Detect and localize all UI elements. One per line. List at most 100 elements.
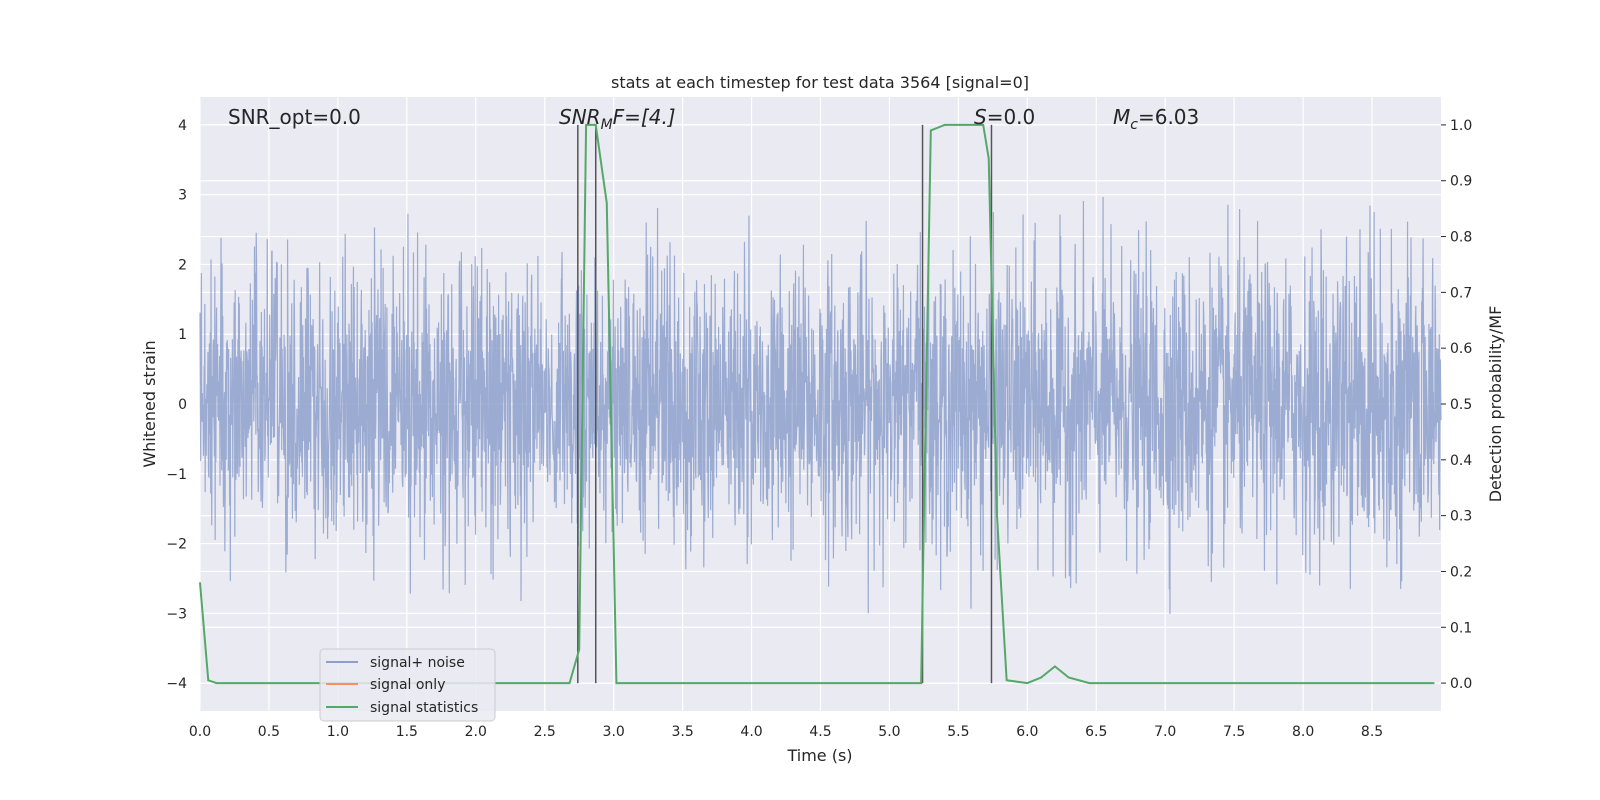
annotation-mc: Mc=6.03 [1113,105,1199,133]
y-tick-label-right-7: 0.7 [1450,285,1472,301]
y-tick-label-left-7: 3 [178,188,187,204]
x-tick-label-13: 6.5 [1085,724,1107,740]
statistics-point-22 [944,124,946,126]
statistics-point-24 [982,124,984,126]
y-tick-label-left-6: 2 [178,257,187,273]
statistics-point-23 [964,124,966,126]
x-tick-label-12: 6.0 [1016,724,1038,740]
annotation-mc-main: M [1113,105,1130,129]
x-tick-label-15: 7.5 [1223,724,1245,740]
statistics-point-8 [568,682,571,684]
annotation-s-main: S [974,105,987,129]
statistics-point-25 [988,157,990,159]
statistics-point-31 [1068,676,1070,679]
statistics-point-30 [1054,665,1056,667]
annotation-s: S=0.0 [974,105,1035,129]
noise-line [199,196,1442,614]
annotation-mc-sub: c [1130,117,1138,133]
y-tick-label-left-8: 4 [178,118,187,134]
x-tick-label-1: 0.5 [258,724,280,740]
y-tick-label-left-4: 0 [178,397,187,413]
statistics-point-9 [578,649,580,651]
statistics-point-0 [199,582,201,584]
statistics-point-20 [923,515,925,517]
statistics-point-37 [1433,682,1435,684]
statistics-point-17 [819,682,822,684]
x-tick-label-10: 5.0 [878,724,900,740]
legend-label-statistics: signal statistics [370,700,478,716]
x-tick-label-9: 4.5 [809,724,831,740]
y-tick-label-left-5: 1 [178,327,187,343]
y-tick-label-right-6: 0.6 [1450,341,1472,357]
y-tick-label-right-9: 0.9 [1450,174,1472,190]
statistics-point-3 [268,682,270,684]
annotation-s-rest: =0.0 [987,105,1036,129]
x-tick-label-0: 0.0 [189,724,211,740]
y-tick-label-left-2: −2 [166,537,187,553]
x-tick-label-3: 1.5 [396,724,418,740]
y-tick-label-right-3: 0.3 [1450,509,1472,525]
legend-label-noise: signal+ noise [370,655,465,671]
statistics-point-15 [682,682,684,684]
statistics-point-36 [1371,682,1373,684]
statistics-point-14 [626,682,629,684]
y-tick-label-right-0: 0.0 [1450,676,1472,692]
statistics-point-32 [1088,682,1090,684]
annotation-snr-opt: SNR_opt=0.0 [228,105,361,129]
x-tick-label-6: 3.0 [603,724,625,740]
x-tick-label-5: 2.5 [534,724,556,740]
y-tick-label-left-1: −3 [166,606,187,622]
x-axis-label: Time (s) [786,746,852,765]
statistics-point-26 [996,515,998,517]
x-tick-label-7: 3.5 [671,724,693,740]
y-tick-label-right-5: 0.5 [1450,397,1472,413]
y-axis-label-left: Whitened strain [140,340,159,467]
y-tick-label-right-10: 1.0 [1450,118,1472,134]
y-tick-label-left-3: −1 [166,467,187,483]
x-tick-label-2: 1.0 [327,724,349,740]
statistics-point-7 [544,682,546,684]
legend-label-signal: signal only [370,677,445,693]
statistics-point-12 [606,202,608,204]
x-tick-label-17: 8.5 [1361,724,1383,740]
y-ticks-left: −4 −3 −2 −1 0 1 2 3 4 [166,118,187,692]
statistics-point-2 [215,682,218,684]
legend-box [319,648,496,722]
annotation-snr-mf-sub: M [601,117,613,133]
x-ticks: 0.0 0.5 1.0 1.5 2.0 2.5 3.0 3.5 4.0 4.5 5.0 5.5 6.0 6… [189,724,1383,740]
statistics-point-10 [585,124,587,126]
annotation-snr-mf: SNRMF=[4.] [559,105,676,133]
statistics-point-18 [888,682,891,684]
statistics-point-28 [1026,682,1028,684]
y-tick-label-right-4: 0.4 [1450,453,1472,469]
noise-series [199,196,1442,614]
statistics-point-19 [920,682,922,684]
x-tick-label-16: 8.0 [1292,724,1314,740]
y-tick-label-left-0: −4 [166,676,187,692]
y-axis-label-right: Detection probability/MF [1486,306,1505,503]
annotation-mc-rest: =6.03 [1138,105,1199,129]
statistics-point-34 [1233,682,1235,684]
y-ticks-right: 0.0 0.1 0.2 0.3 0.4 0.5 0.6 0.7 0.8 0.9 1.0 [1441,118,1472,692]
x-tick-label-4: 2.0 [465,724,487,740]
statistics-point-11 [595,124,597,126]
y-tick-label-right-1: 0.1 [1450,620,1472,636]
statistics-point-29 [1040,676,1042,679]
x-tick-label-14: 7.0 [1154,724,1176,740]
statistics-point-35 [1302,682,1304,684]
annotation-snr-mf-main: SNR [559,105,601,129]
statistics-point-21 [930,129,932,132]
annotation-snr-mf-rest: F=[4.] [613,105,676,129]
legend: signal+ noise signal only signal statist… [319,648,496,722]
statistics-point-16 [750,682,753,684]
chart-title: stats at each timestep for test data 356… [611,73,1029,92]
x-tick-label-8: 4.0 [740,724,762,740]
statistics-point-13 [615,682,618,684]
statistics-point-1 [207,679,209,681]
statistics-point-27 [1006,679,1008,681]
y-tick-label-right-2: 0.2 [1450,564,1472,580]
statistics-point-33 [1164,682,1166,684]
y-tick-label-right-8: 0.8 [1450,230,1472,246]
x-tick-label-11: 5.5 [947,724,969,740]
